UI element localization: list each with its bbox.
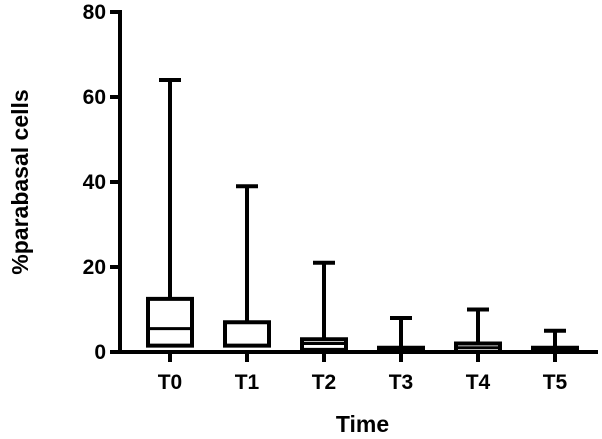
x-tick-label: T4 [466,371,491,394]
y-ticks: 0 20 40 60 80 [83,1,120,364]
box-t2 [300,260,348,352]
y-tick-label: 40 [83,171,106,194]
box-t5 [531,328,579,354]
box-t3 [377,316,425,354]
x-ticks: T0 T1 T2 T3 T4 T5 [158,352,568,394]
y-axis-title: %parabasal cells [7,89,33,274]
y-tick-label: 80 [83,1,106,24]
y-tick-label: 20 [83,256,106,279]
boxes-layer [146,78,579,354]
y-tick-label: 60 [83,86,106,109]
box-t1 [223,184,271,348]
iqr-box [146,296,194,348]
y-tick-label: 0 [94,341,106,364]
iqr-box [223,320,271,348]
x-tick-label: T5 [543,371,568,394]
x-tick-label: T0 [158,371,183,394]
box-t4 [454,307,502,354]
x-tick-label: T1 [235,371,260,394]
x-tick-label: T2 [312,371,337,394]
box-t0 [146,78,194,348]
x-tick-label: T3 [389,371,414,394]
x-axis-title: Time [336,411,389,437]
